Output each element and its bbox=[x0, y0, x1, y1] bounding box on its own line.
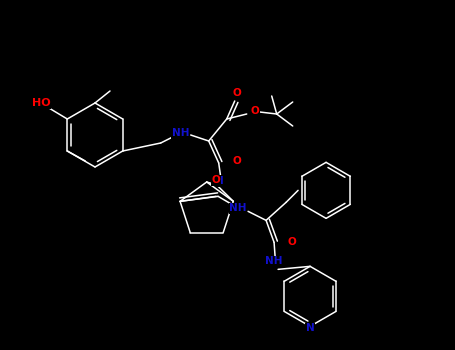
Text: NH: NH bbox=[265, 256, 283, 266]
Text: NH: NH bbox=[229, 203, 247, 214]
Text: O: O bbox=[250, 106, 259, 116]
Text: N: N bbox=[215, 176, 224, 186]
Text: O: O bbox=[288, 237, 297, 247]
Text: HO: HO bbox=[32, 98, 51, 108]
Text: NH: NH bbox=[172, 128, 189, 138]
Text: O: O bbox=[233, 88, 241, 98]
Text: N: N bbox=[306, 323, 314, 333]
Text: O: O bbox=[233, 156, 241, 166]
Text: O: O bbox=[212, 175, 221, 186]
